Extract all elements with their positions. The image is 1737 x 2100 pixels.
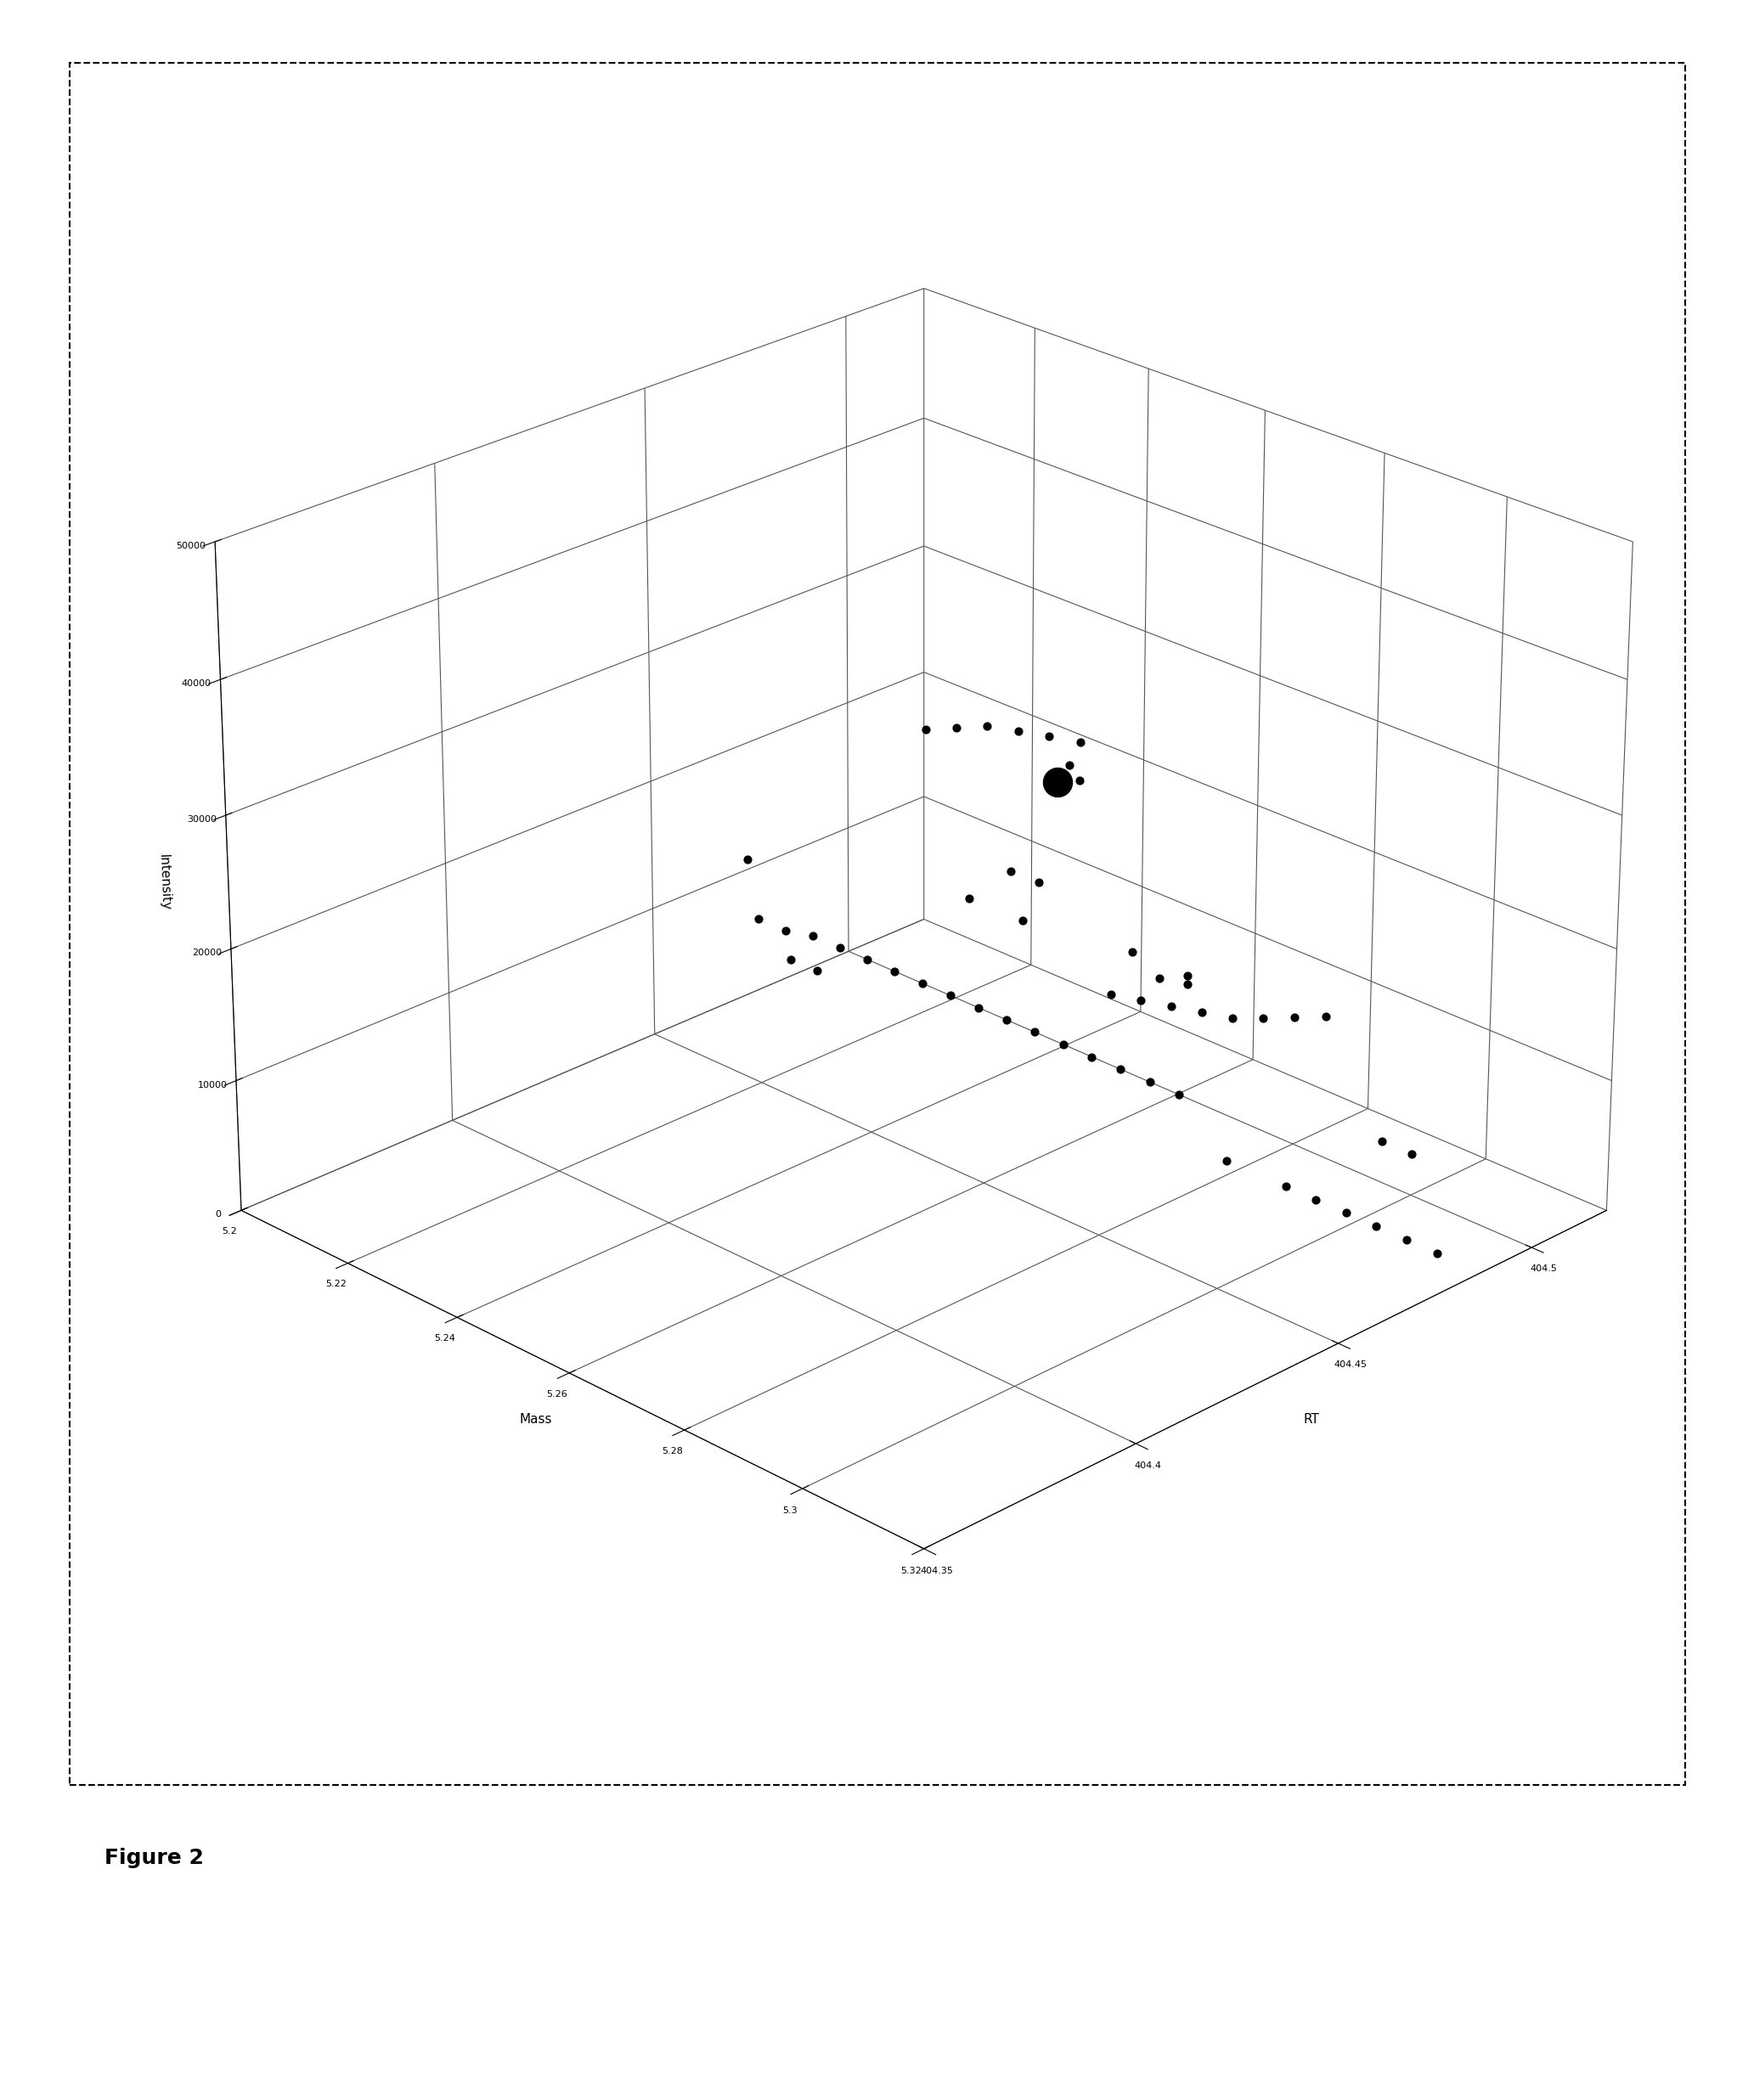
X-axis label: RT: RT: [1304, 1413, 1320, 1426]
Y-axis label: Mass: Mass: [519, 1413, 552, 1426]
Text: Figure 2: Figure 2: [104, 1848, 203, 1869]
